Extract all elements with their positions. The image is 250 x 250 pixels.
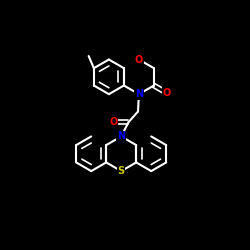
Text: O: O [109, 117, 117, 127]
Text: O: O [162, 88, 171, 98]
Text: N: N [117, 132, 125, 141]
Text: O: O [135, 54, 143, 64]
Text: N: N [135, 89, 143, 99]
Text: S: S [118, 166, 125, 176]
